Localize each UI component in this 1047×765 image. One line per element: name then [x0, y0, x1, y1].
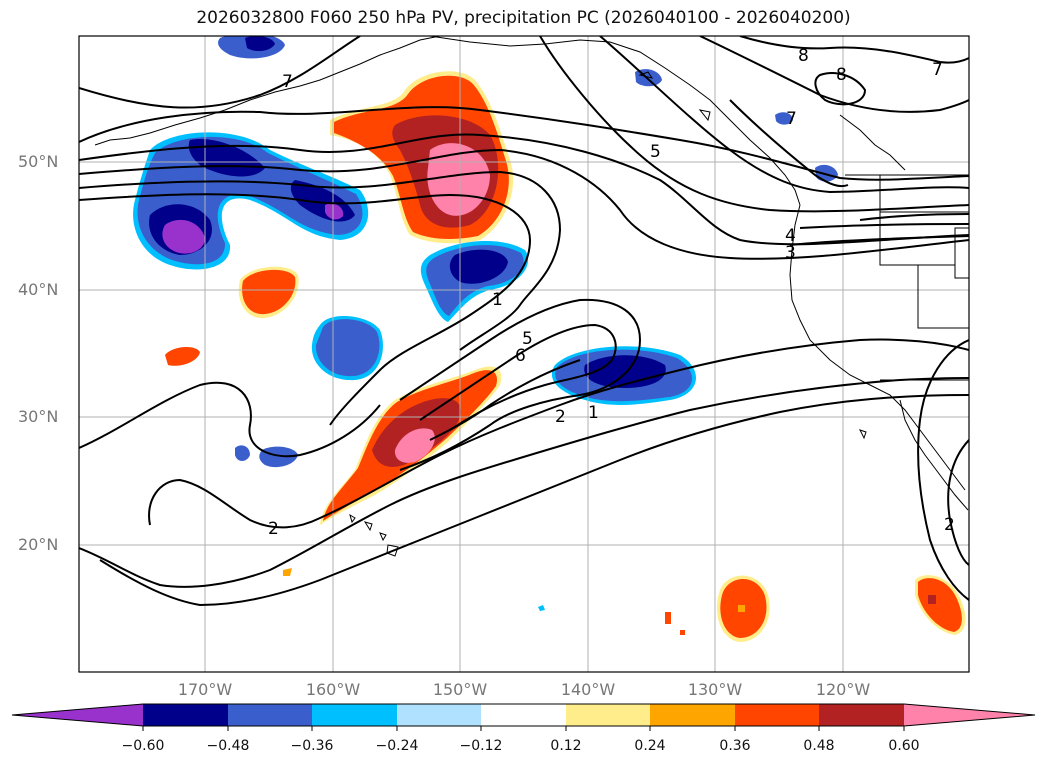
contour-label: 1: [588, 403, 599, 423]
contour-label: 6: [515, 346, 526, 366]
colorbar-tick: 0.60: [888, 738, 920, 754]
contour-label: 5: [650, 142, 661, 162]
lon-label-150w: 150°W: [432, 680, 488, 699]
graticule: [79, 36, 969, 672]
colorbar-tick: 0.12: [550, 738, 582, 754]
contour-label: 8: [836, 65, 847, 85]
colorbar-tick: −0.24: [375, 738, 419, 754]
colorbar-tick: 0.24: [634, 738, 666, 754]
contour-label: 2: [555, 407, 566, 427]
colorbar-tick: 0.36: [719, 738, 751, 754]
contour-label: 2: [944, 515, 955, 535]
contour-label: 3: [785, 243, 796, 263]
lon-label-120w: 120°W: [815, 680, 871, 699]
lat-label-40n: 40°N: [18, 280, 59, 299]
colorbar-tick: −0.12: [459, 738, 503, 754]
contour-label: 4: [785, 226, 796, 246]
pv-contours: [79, 36, 969, 607]
contour-label: 7: [932, 60, 943, 80]
lat-label-30n: 30°N: [18, 407, 59, 426]
lat-label-20n: 20°N: [18, 535, 59, 554]
colorbar-tick: −0.60: [121, 738, 165, 754]
map-title: 2026032800 F060 250 hPa PV, precipitatio…: [196, 8, 851, 28]
lat-label-50n: 50°N: [18, 152, 59, 171]
colorbar-tick: −0.48: [206, 738, 250, 754]
contour-label: 8: [798, 46, 809, 66]
lon-label-160w: 160°W: [305, 680, 361, 699]
contour-label: 1: [492, 290, 503, 310]
contour-label: 2: [268, 519, 279, 539]
lon-label-140w: 140°W: [560, 680, 616, 699]
contour-label: 7: [282, 72, 293, 92]
contour-label: 5: [522, 329, 533, 349]
colorbar-tick: −0.36: [290, 738, 334, 754]
lon-label-170w: 170°W: [177, 680, 233, 699]
colorbar-tick: 0.48: [803, 738, 835, 754]
colorbar: [11, 703, 1036, 731]
plot-frame: [78, 35, 970, 673]
contour-label: 7: [786, 109, 797, 129]
contour-labels: 7 8 8 7 7 5 4 3 1 5 6 2 1 2 2: [268, 46, 955, 539]
lon-label-130w: 130°W: [687, 680, 743, 699]
